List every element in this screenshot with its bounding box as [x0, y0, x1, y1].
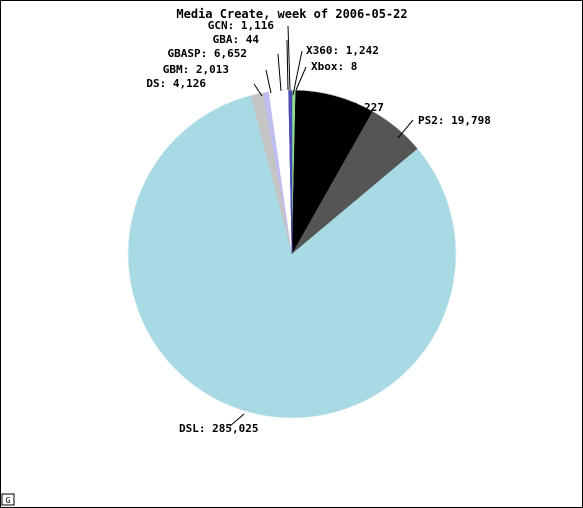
slice-label-ds: DS: 4,126	[146, 77, 206, 90]
slice-label-xbox: Xbox: 8	[311, 60, 357, 73]
slice-label-gbasp: GBASP: 6,652	[168, 47, 247, 60]
leader-line-dsl	[229, 413, 245, 427]
corner-logo-icon: G	[1, 493, 15, 506]
leader-line-gbm	[265, 69, 272, 94]
slice-label-ps2: PS2: 19,798	[418, 114, 491, 127]
slice-label-gba: GBA: 44	[213, 33, 260, 46]
leader-line-psp	[299, 91, 307, 109]
pie-slices	[127, 89, 457, 419]
leader-line-gba	[286, 39, 289, 91]
pie-outline	[127, 89, 457, 419]
leader-line-ds	[253, 83, 263, 97]
leader-lines	[229, 25, 414, 427]
leader-line-gbasp	[277, 53, 282, 92]
slice-label-gcn: GCN: 1,116	[208, 19, 275, 32]
leader-line-xbox	[295, 66, 307, 91]
leader-line-x360	[292, 50, 303, 96]
svg-text:G: G	[6, 496, 11, 505]
slice-label-x360: X360: 1,242	[306, 44, 379, 57]
leader-line-ps2	[397, 119, 414, 139]
slice-labels: X360: 1,242 Xbox: 8 PSP: 27,227 PS2: 19,798…	[146, 19, 490, 435]
slice-label-psp: PSP: 27,227	[311, 101, 384, 114]
leader-line-gcn	[287, 25, 291, 91]
slice-label-dsl: DSL: 285,025	[179, 422, 258, 435]
slice-label-gbm: GBM: 2,013	[163, 63, 229, 76]
chart-title: Media Create, week of 2006-05-22	[176, 7, 407, 21]
